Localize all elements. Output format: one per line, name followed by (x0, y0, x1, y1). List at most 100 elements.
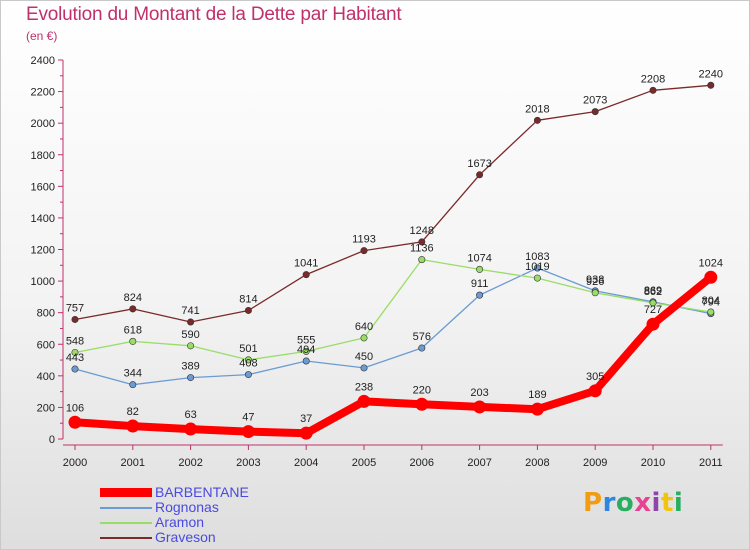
data-label-graveson: 1041 (294, 258, 318, 270)
data-label-rognonas: 869 (644, 285, 662, 297)
data-point-barbentane (357, 394, 371, 408)
x-tick-label: 2001 (121, 457, 145, 469)
data-label-aramon: 555 (297, 334, 315, 346)
data-label-rognonas: 938 (586, 274, 604, 286)
data-label-rognonas: 443 (66, 352, 84, 364)
data-label-aramon: 804 (702, 295, 720, 307)
data-point-aramon (71, 348, 79, 356)
data-point-rognonas (71, 365, 79, 373)
x-tick-label: 2003 (236, 457, 260, 469)
y-tick-label: 1800 (31, 150, 55, 162)
data-point-barbentane (415, 397, 429, 411)
data-point-aramon (649, 299, 657, 307)
data-point-aramon (244, 356, 252, 364)
data-label-barbentane: 203 (470, 387, 488, 399)
data-point-rognonas (187, 374, 195, 382)
data-label-barbentane: 63 (184, 409, 196, 421)
y-tick-label: 0 (49, 434, 55, 446)
x-tick-label: 2010 (641, 457, 665, 469)
data-point-aramon (187, 342, 195, 350)
data-label-barbentane: 106 (66, 402, 84, 414)
data-point-barbentane (241, 425, 255, 439)
data-point-aramon (129, 337, 137, 345)
legend-swatch (100, 507, 152, 509)
series-layer (68, 81, 718, 440)
legend-label: BARBENTANE (155, 484, 249, 500)
data-label-aramon: 618 (124, 324, 142, 336)
data-label-rognonas: 408 (239, 358, 257, 370)
data-point-barbentane (299, 426, 313, 440)
y-tick-label: 200 (37, 402, 55, 414)
data-label-graveson: 2240 (699, 68, 723, 80)
data-label-barbentane: 82 (127, 406, 139, 418)
data-point-barbentane (68, 415, 82, 429)
data-point-rognonas (129, 381, 137, 389)
data-label-aramon: 862 (644, 286, 662, 298)
data-point-barbentane (473, 400, 487, 414)
data-label-rognonas: 911 (471, 278, 489, 290)
data-point-graveson (244, 306, 252, 314)
data-label-graveson: 741 (181, 305, 199, 317)
data-label-aramon: 926 (586, 276, 604, 288)
y-tick-label: 2400 (31, 55, 55, 67)
data-point-barbentane (184, 422, 198, 436)
data-label-rognonas: 494 (297, 344, 315, 356)
data-label-graveson: 814 (239, 293, 257, 305)
series-line-graveson (74, 84, 712, 323)
data-label-barbentane: 37 (300, 413, 312, 425)
x-tick-label: 2009 (583, 457, 607, 469)
data-point-graveson (418, 238, 426, 246)
data-label-barbentane: 189 (528, 389, 546, 401)
data-point-graveson (707, 81, 715, 89)
data-label-barbentane: 727 (644, 304, 662, 316)
x-tick-label: 2006 (410, 457, 434, 469)
data-label-barbentane: 305 (586, 371, 604, 383)
line-chart: 0 200 400 600 800 1000 1200 1400 1600 1800 2000 220… (31, 55, 724, 469)
y-tick-label: 2200 (31, 87, 55, 99)
data-label-aramon: 1074 (467, 252, 491, 264)
data-point-aramon (707, 308, 715, 316)
x-tick-label: 2004 (294, 457, 318, 469)
data-label-aramon: 590 (181, 329, 199, 341)
y-tick-label: 1600 (31, 181, 55, 193)
y-tick-label: 2000 (31, 118, 55, 130)
chart-title: Evolution du Montant de la Dette par Hab… (26, 4, 402, 25)
data-point-rognonas (476, 291, 484, 299)
data-point-aramon (418, 256, 426, 264)
y-tick-label: 400 (37, 371, 55, 383)
data-label-graveson: 2208 (641, 73, 665, 85)
legend-label: Rognonas (155, 499, 219, 515)
data-label-graveson: 1673 (467, 158, 491, 170)
data-point-barbentane (126, 419, 140, 433)
data-point-aramon (533, 274, 541, 282)
data-label-graveson: 824 (124, 292, 142, 304)
series-line-aramon (74, 258, 712, 361)
proxiti-logo: Proxiti (583, 488, 684, 518)
x-tick-label: 2005 (352, 457, 376, 469)
x-tick-label: 2011 (699, 457, 723, 469)
data-point-rognonas (533, 264, 541, 272)
x-tick-label: 2000 (63, 457, 87, 469)
data-label-aramon: 640 (355, 321, 373, 333)
data-label-rognonas: 344 (124, 368, 142, 380)
data-label-barbentane: 47 (242, 412, 254, 424)
legend-swatch (100, 537, 152, 539)
data-point-aramon (476, 265, 484, 273)
y-tick-label: 1000 (31, 276, 55, 288)
data-label-aramon: 548 (66, 335, 84, 347)
data-label-aramon: 501 (239, 343, 257, 355)
legend-swatch (100, 488, 152, 497)
y-tick-label: 800 (37, 308, 55, 320)
data-point-graveson (129, 305, 137, 313)
data-point-barbentane (588, 384, 602, 398)
data-label-barbentane: 1024 (699, 257, 723, 269)
data-label-rognonas: 576 (413, 331, 431, 343)
data-label-barbentane: 238 (355, 381, 373, 393)
data-label-rognonas: 389 (181, 361, 199, 373)
data-label-barbentane: 220 (413, 384, 431, 396)
data-point-aramon (360, 334, 368, 342)
series-line-rognonas (74, 267, 712, 386)
data-point-graveson (71, 315, 79, 323)
data-point-graveson (649, 86, 657, 94)
